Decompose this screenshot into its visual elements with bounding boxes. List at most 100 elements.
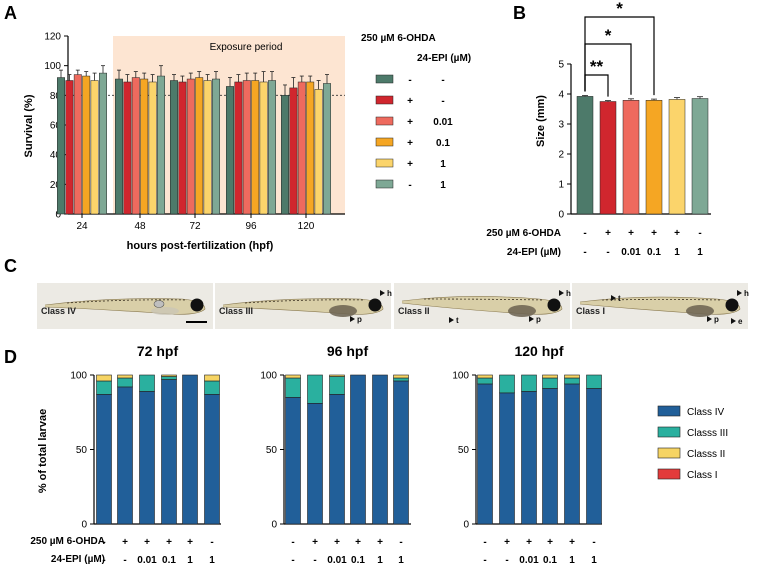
larva-marker-label: h [387, 289, 392, 298]
class-stack-segment [586, 374, 602, 389]
larva-photo: Class I t h p e [572, 283, 749, 329]
size-epi-row-label: 24-EPI (µM) [507, 247, 561, 258]
survival-y-axis-label: Survival (%) [23, 94, 35, 157]
size-ohda-value: + [674, 228, 680, 239]
larva-yolk [686, 305, 714, 317]
class-epi-row-label: 24-EPI (µM) [51, 554, 105, 565]
survival-bar [203, 80, 212, 215]
class-y-tick-label: 100 [452, 371, 469, 382]
survival-y-tick-label: 0 [55, 210, 61, 221]
class-stack-segment [564, 377, 580, 385]
class-stack-segment [542, 388, 558, 525]
class-stack-segment [204, 374, 220, 382]
legend-header-ohda: 250 µM 6-OHDA [361, 33, 436, 44]
legend-epi-value: - [441, 96, 444, 107]
size-ohda-value: - [698, 228, 701, 239]
survival-bar [251, 80, 260, 215]
larva-pigment-line [244, 299, 366, 304]
survival-bar [195, 77, 204, 215]
class-y-tick-label: 0 [271, 520, 277, 531]
class-y-tick-label: 50 [76, 445, 88, 456]
larva-class-label: Class IV [41, 306, 76, 316]
class-y-tick-label: 0 [463, 520, 469, 531]
class-epi-value: 0.01 [137, 555, 157, 566]
class-epi-value: 0.1 [351, 555, 365, 566]
larva-eye [547, 298, 561, 312]
larva-marker-arrow [611, 295, 616, 301]
larva-marker-label: t [456, 316, 459, 325]
size-chart: Size (mm) 250 µM 6-OHDA 24-EPI (µM) 0 1 2 3… [486, 0, 711, 258]
class-ohda-value: - [592, 537, 595, 548]
class-legend-label: Class I [687, 470, 718, 481]
larva-yolk [508, 305, 536, 317]
survival-bar [289, 87, 298, 215]
size-y-tick-label: 5 [558, 60, 564, 71]
size-epi-value: 0.01 [621, 247, 641, 258]
class-ohda-value: + [547, 537, 553, 548]
class-stack-segment [204, 380, 220, 395]
larva-marker-arrow [380, 290, 385, 296]
legend-swatch [375, 95, 394, 105]
larva-eye [725, 298, 739, 312]
class-stack-segment [350, 374, 366, 525]
class-epi-value: 1 [187, 555, 193, 566]
size-y-tick-label: 0 [558, 210, 564, 221]
survival-x-tick-label: 24 [76, 221, 88, 232]
class-stack-segment [542, 374, 558, 379]
class-stack-segment [161, 374, 177, 377]
survival-bar [242, 80, 251, 215]
larva-marker-label: e [738, 317, 743, 326]
survival-bar [306, 81, 315, 215]
survival-bar [57, 77, 65, 215]
class-stack-segment [477, 377, 493, 385]
survival-bar [115, 78, 123, 215]
larva-yolk [151, 307, 179, 315]
class-stack-segment [117, 374, 133, 379]
size-bar [599, 101, 617, 215]
survival-bar [259, 81, 268, 215]
class-y-tick-label: 100 [70, 371, 87, 382]
class-stack-segment [393, 374, 409, 379]
class-ohda-row-label: 250 µM 6-OHDA [30, 536, 105, 547]
class-stack-segment [285, 397, 301, 525]
class-stack-segment [329, 394, 345, 525]
class-stack-segment [586, 388, 602, 525]
class-chart-title: 120 hpf [514, 343, 563, 359]
size-bar [645, 100, 663, 215]
larva-images: Class IV Class III h p Class II h t p Class I t h p… [37, 283, 749, 329]
class-epi-value: 1 [209, 555, 215, 566]
class-stack-segment [139, 391, 155, 525]
class-ohda-value: - [483, 537, 486, 548]
survival-bar [82, 75, 91, 215]
size-ohda-value: + [651, 228, 657, 239]
larva-class-label: Class III [219, 306, 253, 316]
size-bar [576, 96, 594, 215]
larva-marker-label: p [357, 315, 362, 324]
class-ohda-value: - [399, 537, 402, 548]
survival-y-tick-label: 100 [44, 61, 61, 72]
class-stack-segment [499, 392, 515, 525]
significance-bracket [584, 74, 609, 97]
size-epi-value: 0.1 [647, 247, 661, 258]
class-stack-segment [182, 374, 198, 525]
larva-marker-label: h [744, 289, 749, 298]
class-epi-value: 0.01 [519, 555, 539, 566]
class-stack-segment [161, 376, 177, 380]
class-legend-swatch [657, 405, 681, 417]
survival-x-tick-label: 96 [245, 221, 257, 232]
class-ohda-value: + [504, 537, 510, 548]
class-legend-swatch [657, 447, 681, 459]
larva-swim-bladder [153, 300, 165, 308]
class-epi-value: - [123, 555, 126, 566]
class-stack-segment [393, 377, 409, 382]
class-ohda-value: + [355, 537, 361, 548]
survival-bar [157, 75, 165, 215]
class-stack-segment [477, 374, 493, 379]
class-stack-segment [499, 374, 515, 394]
survival-y-tick-label: 40 [50, 150, 62, 161]
class-legend-label: Classs III [687, 428, 728, 439]
survival-bar [99, 72, 107, 215]
size-epi-value: 1 [697, 247, 703, 258]
larva-class-label: Class II [398, 306, 430, 316]
class-chart-2: 120 hpf 0 50 100 - - + - +0.01 +0.1 +1 - 1 [452, 343, 602, 566]
